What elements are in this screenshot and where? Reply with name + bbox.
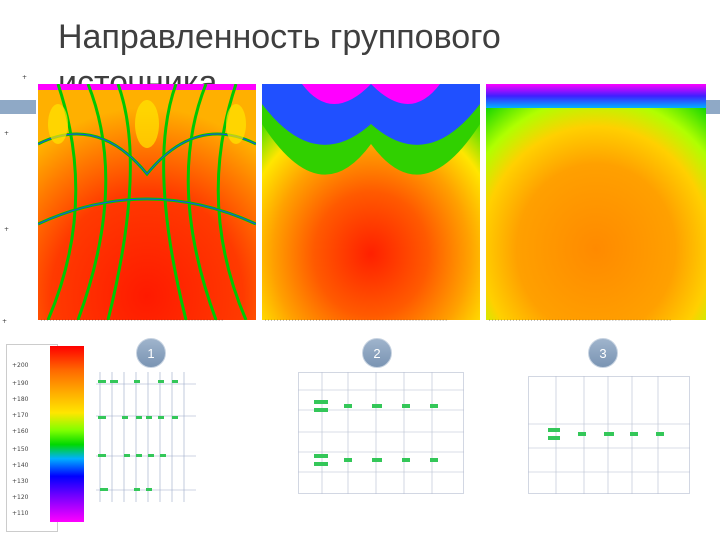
scale-value: +110: [12, 510, 29, 517]
scale-value: +180: [12, 396, 29, 403]
badge-1: 1: [136, 338, 166, 368]
y-tick-label: +: [2, 318, 8, 325]
scale-value: +160: [12, 428, 29, 435]
x-axis-ticks-2: ········································…: [264, 318, 448, 324]
scale-value: +170: [12, 412, 29, 419]
directivity-plot-1: [38, 84, 256, 320]
decorative-bar-left: [0, 100, 36, 114]
scale-value: +200: [12, 362, 29, 369]
directivity-plot-2: [262, 84, 480, 320]
source-layout-diagram-1: [96, 372, 196, 502]
decorative-bar-right: [706, 100, 720, 114]
x-axis-ticks-1: ········································…: [40, 318, 224, 324]
scale-value: +140: [12, 462, 29, 469]
scale-value: +190: [12, 380, 29, 387]
source-layout-diagram-3: [528, 376, 690, 494]
x-axis-ticks-3: ········································…: [488, 318, 672, 324]
y-tick-label: +: [4, 130, 10, 137]
color-scale-bar: [50, 346, 84, 522]
page-title: Направленность группового источника: [58, 18, 501, 102]
badge-2: 2: [362, 338, 392, 368]
badge-3: 3: [588, 338, 618, 368]
y-tick-label: +: [4, 226, 10, 233]
scale-value: +130: [12, 478, 29, 485]
source-layout-diagram-2: [298, 372, 464, 494]
y-tick-label: +: [22, 74, 28, 81]
scale-value: +120: [12, 494, 29, 501]
color-scale-panel: [6, 344, 58, 532]
scale-value: +150: [12, 446, 29, 453]
directivity-plot-3: [486, 84, 706, 320]
